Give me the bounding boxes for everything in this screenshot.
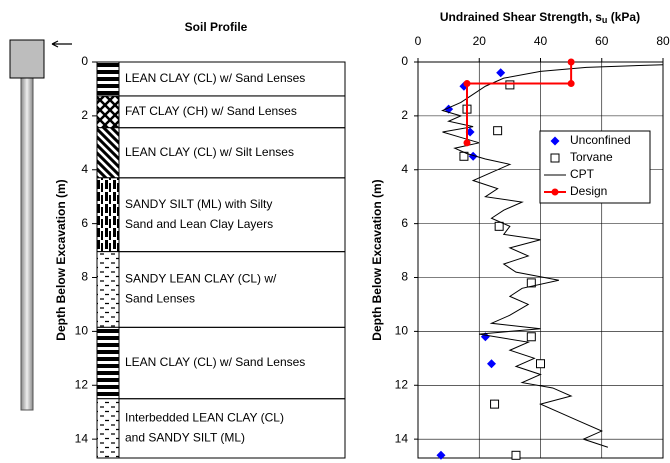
diamond-point xyxy=(496,68,506,78)
plot-frame xyxy=(417,61,664,459)
chart-title: Undrained Shear Strength, su (kPa) xyxy=(440,10,640,25)
y-tick-label: 8 xyxy=(401,270,408,284)
circle-point xyxy=(551,188,559,196)
series-line xyxy=(466,62,573,143)
y-tick-label: 2 xyxy=(81,108,88,122)
y-tick-label: 4 xyxy=(81,162,88,176)
circle-point xyxy=(463,139,471,147)
soil-column xyxy=(96,177,120,253)
x-tick-label: 40 xyxy=(534,34,548,48)
square-point xyxy=(550,153,560,163)
y-tick-label: 6 xyxy=(81,216,88,230)
circle-point xyxy=(463,80,471,88)
layer-label: FAT CLAY (CH) w/ Sand Lenses xyxy=(125,104,297,118)
y-tick-label: 14 xyxy=(75,431,89,445)
series-line xyxy=(441,64,664,448)
layer-label: SANDY SILT (ML) with Silty xyxy=(125,197,272,211)
y-tick-label: 10 xyxy=(75,324,89,338)
soil-column xyxy=(96,95,120,129)
layer-box xyxy=(118,398,346,459)
soil-column xyxy=(96,127,120,179)
diamond-point xyxy=(487,359,496,369)
soil-column xyxy=(96,326,120,400)
square-point xyxy=(526,278,536,288)
square-point xyxy=(511,450,521,460)
y-tick-label: 0 xyxy=(401,54,408,68)
layer-label: LEAN CLAY (CL) w/ Sand Lenses xyxy=(125,355,305,369)
strength-chart: Undrained Shear Strength, su (kPa) Depth… xyxy=(370,10,670,460)
y-axis-label: Depth Below Excavation (m) xyxy=(370,179,384,340)
legend-label: Unconfined xyxy=(570,133,631,147)
soil-column xyxy=(96,251,120,328)
layer-box xyxy=(118,177,346,253)
layer-label: Sand and Lean Clay Layers xyxy=(125,217,273,231)
diamond-point xyxy=(436,450,446,460)
layer-label: Sand Lenses xyxy=(125,292,195,306)
square-point xyxy=(493,126,503,136)
x-tick-label: 80 xyxy=(656,34,670,48)
diamond-point xyxy=(550,136,560,146)
title-end: (kPa) xyxy=(607,10,640,24)
square-point xyxy=(526,332,536,342)
title-text: Undrained Shear Strength, s xyxy=(440,10,602,24)
circle-point xyxy=(567,58,575,66)
layer-label: SANDY LEAN CLAY (CL) w/ xyxy=(125,272,277,286)
soil-column xyxy=(96,398,120,459)
x-tick-label: 20 xyxy=(473,34,487,48)
y-tick-label: 12 xyxy=(75,377,89,391)
y-tick-label: 0 xyxy=(81,54,88,68)
y-tick-label: 10 xyxy=(395,324,409,338)
circle-point xyxy=(567,80,575,88)
layer-label: LEAN CLAY (CL) w/ Silt Lenses xyxy=(125,145,294,159)
y-tick-label: 12 xyxy=(395,377,409,391)
layer-label: LEAN CLAY (CL) w/ Sand Lenses xyxy=(125,71,305,85)
y-axis-label: Depth Below Excavation (m) xyxy=(54,179,68,340)
load-arrow xyxy=(51,40,72,48)
soil-column xyxy=(96,61,120,97)
legend-label: Torvane xyxy=(570,150,613,164)
square-point xyxy=(505,80,515,90)
square-point xyxy=(490,399,500,409)
diamond-point xyxy=(468,151,478,161)
title-subscript: u xyxy=(602,15,608,25)
chart-title: Soil Profile xyxy=(185,20,248,34)
y-tick-label: 14 xyxy=(395,431,409,445)
y-tick-label: 2 xyxy=(401,108,408,122)
pile-cap xyxy=(9,39,45,79)
x-tick-label: 0 xyxy=(415,34,422,48)
layer-label: and SANDY SILT (ML) xyxy=(125,431,245,445)
y-tick-label: 8 xyxy=(81,270,88,284)
y-tick-label: 6 xyxy=(401,216,408,230)
x-tick-label: 60 xyxy=(595,34,609,48)
square-point xyxy=(536,359,545,369)
layer-box xyxy=(118,251,346,328)
legend-label: Design xyxy=(570,184,607,198)
square-point xyxy=(494,221,504,231)
y-tick-label: 4 xyxy=(401,162,408,176)
pile-shaft xyxy=(20,77,34,411)
layer-label: Interbedded LEAN CLAY (CL) xyxy=(125,411,284,425)
legend-label: CPT xyxy=(570,167,595,181)
soil-profile: Soil Profile Depth Below Excavation (m) … xyxy=(54,20,346,459)
